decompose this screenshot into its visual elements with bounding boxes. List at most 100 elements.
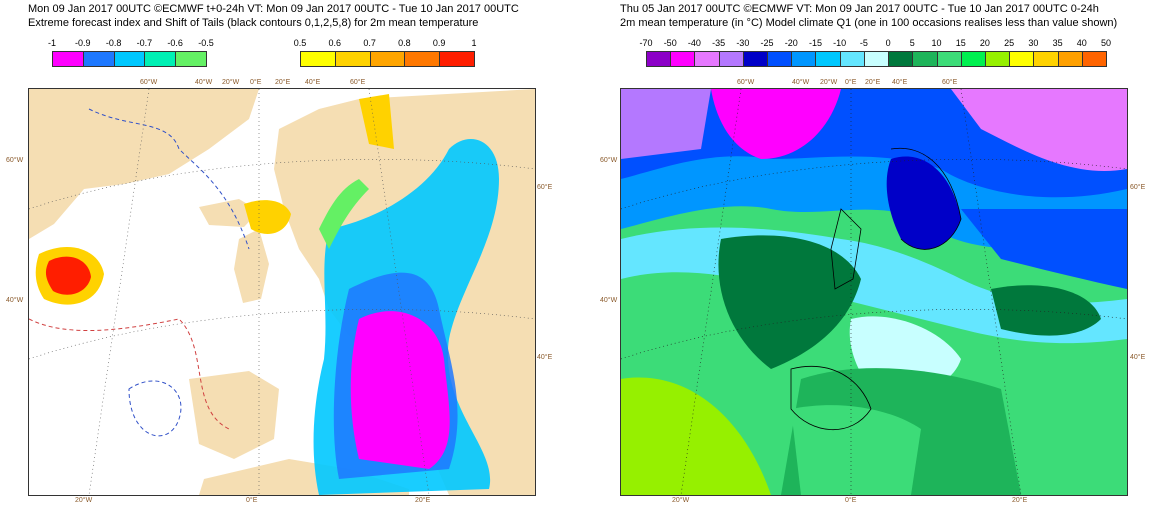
legend-swatch bbox=[113, 51, 146, 67]
efi-map-svg bbox=[29, 89, 535, 495]
legend-swatch bbox=[936, 51, 962, 67]
legend-tick-label: -40 bbox=[687, 38, 701, 48]
lon-label: 60°E bbox=[350, 79, 366, 86]
legend-tick-label: -0.5 bbox=[198, 38, 214, 48]
legend-tick-label: -70 bbox=[639, 38, 653, 48]
legend-swatch bbox=[1057, 51, 1083, 67]
q1-title-line1: Thu 05 Jan 2017 00UTC ©ECMWF VT: Mon 09 … bbox=[620, 3, 1099, 15]
lon-label: 40°E bbox=[305, 79, 321, 86]
legend-tick-label: -20 bbox=[784, 38, 798, 48]
efi-title-line1: Mon 09 Jan 2017 00UTC ©ECMWF t+0-24h VT:… bbox=[28, 3, 519, 15]
legend-swatch bbox=[1033, 51, 1059, 67]
lat-label: 60°W bbox=[600, 157, 618, 164]
lon-label: 20°E bbox=[415, 497, 431, 504]
lon-label: 20°E bbox=[275, 79, 291, 86]
legend-tick-label: -50 bbox=[663, 38, 677, 48]
legend-tick-label: -0.7 bbox=[136, 38, 153, 48]
efi-negative-legend: -1 -0.9 -0.8 -0.7 -0.6 -0.5 bbox=[48, 38, 214, 70]
legend-swatch bbox=[912, 51, 938, 67]
legend-swatch bbox=[144, 51, 177, 67]
lon-label: 20°W bbox=[222, 79, 240, 86]
lat-label: 40°W bbox=[6, 297, 24, 304]
lon-label: 40°W bbox=[195, 79, 213, 86]
legend-tick-label: 0.6 bbox=[328, 38, 342, 48]
legend-swatch bbox=[300, 51, 336, 67]
legend-swatch bbox=[1081, 51, 1107, 67]
legend-swatch bbox=[404, 51, 441, 67]
legend-swatch bbox=[646, 51, 672, 67]
q1-title-line2: 2m mean temperature (in °C) Model climat… bbox=[620, 17, 1118, 29]
legend-swatch bbox=[742, 51, 769, 67]
efi-panel: Mon 09 Jan 2017 00UTC ©ECMWF t+0-24h VT:… bbox=[0, 0, 560, 509]
legend-swatch bbox=[175, 51, 207, 67]
legend-tick-label: -25 bbox=[760, 38, 774, 48]
legend-tick-label: 0.9 bbox=[432, 38, 446, 48]
legend-tick-label: 20 bbox=[979, 38, 990, 48]
legend-swatch bbox=[369, 51, 406, 67]
legend-swatch bbox=[439, 51, 475, 67]
legend-tick-label: 0.8 bbox=[398, 38, 411, 48]
legend-tick-label: 30 bbox=[1028, 38, 1039, 48]
legend-tick-label: -0.6 bbox=[167, 38, 183, 48]
legend-tick-label: -30 bbox=[736, 38, 750, 48]
lon-label: 0°E bbox=[250, 79, 262, 86]
q1-map bbox=[620, 88, 1128, 496]
legend-tick-label: 50 bbox=[1100, 38, 1111, 48]
legend-tick-label: 5 bbox=[909, 38, 915, 48]
legend-swatch bbox=[694, 51, 720, 67]
lon-label: 60°W bbox=[737, 79, 755, 86]
legend-swatch bbox=[863, 51, 890, 67]
legend-swatch bbox=[334, 51, 371, 67]
legend-swatch bbox=[984, 51, 1011, 67]
legend-swatch bbox=[1009, 51, 1035, 67]
lat-label: 60°W bbox=[6, 157, 24, 164]
lon-label: 40°W bbox=[792, 79, 810, 86]
efi-positive-legend: 0.5 0.6 0.7 0.8 0.9 1 bbox=[294, 38, 477, 70]
temperature-legend: -70 -50 -40 -35 -30 -25 -20 -15 -10 -5 0 5 10 15 20 25 3… bbox=[639, 38, 1111, 70]
legend-swatch bbox=[767, 51, 793, 67]
legend-swatch bbox=[839, 51, 865, 67]
legend-tick-label: -35 bbox=[712, 38, 726, 48]
lon-label: 0°E bbox=[845, 79, 857, 86]
legend-tick-label: -0.8 bbox=[105, 38, 122, 48]
lon-label: 20°W bbox=[75, 497, 93, 504]
legend-swatch bbox=[888, 51, 914, 67]
legend-tick-label: 35 bbox=[1052, 38, 1063, 48]
lon-label: 20°E bbox=[865, 79, 881, 86]
lon-label: 20°E bbox=[1012, 497, 1028, 504]
legend-swatch bbox=[82, 51, 115, 67]
legend-tick-label: 15 bbox=[955, 38, 966, 48]
legend-tick-label: -15 bbox=[808, 38, 822, 48]
legend-tick-label: 0 bbox=[885, 38, 891, 48]
legend-tick-label: 10 bbox=[931, 38, 942, 48]
legend-tick-label: 40 bbox=[1076, 38, 1087, 48]
lon-label: 40°E bbox=[892, 79, 908, 86]
legend-swatch bbox=[670, 51, 696, 67]
lat-label: 40°E bbox=[1130, 354, 1146, 361]
lat-label: 40°W bbox=[600, 297, 618, 304]
lon-label: 60°E bbox=[942, 79, 958, 86]
legend-tick-label: 0.5 bbox=[293, 38, 307, 48]
lon-label: 60°W bbox=[140, 79, 158, 86]
legend-swatch bbox=[52, 51, 84, 67]
legend-tick-label: -10 bbox=[833, 38, 847, 48]
lon-label: 0°E bbox=[845, 497, 857, 504]
legend-swatch bbox=[815, 51, 841, 67]
efi-map bbox=[28, 88, 536, 496]
lat-label: 60°E bbox=[1130, 184, 1146, 191]
efi-title-line2: Extreme forecast index and Shift of Tail… bbox=[28, 17, 479, 29]
lat-label: 40°E bbox=[537, 354, 553, 361]
lat-label: 60°E bbox=[537, 184, 553, 191]
legend-tick-label: -5 bbox=[859, 38, 868, 48]
legend-swatch bbox=[791, 51, 817, 67]
q1-map-svg bbox=[621, 89, 1127, 495]
legend-tick-label: 1 bbox=[471, 38, 477, 48]
lon-label: 0°E bbox=[246, 497, 258, 504]
legend-tick-label: 0.7 bbox=[363, 38, 376, 48]
legend-tick-label: -0.9 bbox=[75, 38, 91, 48]
legend-tick-label: 25 bbox=[1004, 38, 1015, 48]
legend-tick-label: -1 bbox=[47, 38, 56, 48]
climate-q1-panel: Thu 05 Jan 2017 00UTC ©ECMWF VT: Mon 09 … bbox=[592, 0, 1152, 509]
legend-swatch bbox=[718, 51, 744, 67]
legend-swatch bbox=[960, 51, 986, 67]
